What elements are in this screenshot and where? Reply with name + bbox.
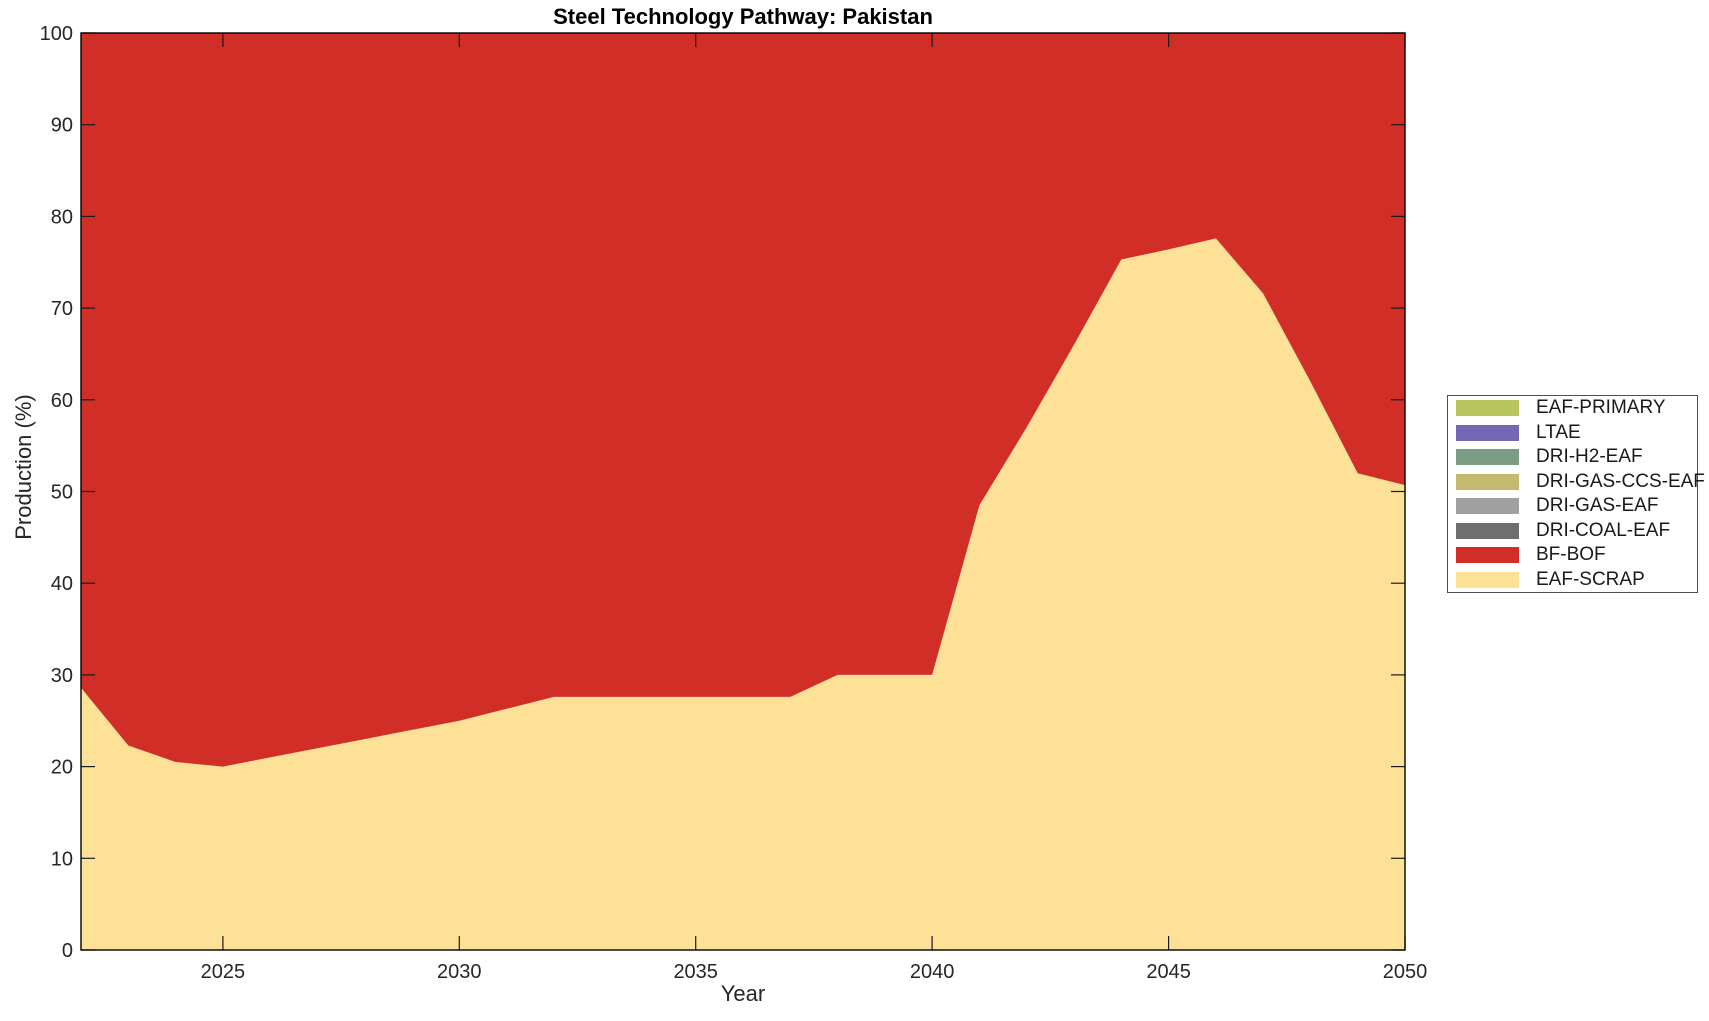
- legend-swatch-dri-gas-eaf: [1456, 498, 1519, 515]
- legend-item-label: EAF-PRIMARY: [1536, 397, 1666, 419]
- legend-item-label: DRI-GAS-EAF: [1536, 495, 1659, 517]
- y-tick-label: 30: [51, 665, 73, 687]
- y-tick-label: 40: [51, 573, 73, 595]
- y-axis-label: Production (%): [11, 394, 36, 540]
- legend-swatch-ltae: [1456, 424, 1519, 441]
- legend-item: DRI-COAL-EAF: [1448, 519, 1697, 543]
- legend-swatch-dri-coal-eaf: [1456, 522, 1519, 539]
- legend-item: DRI-H2-EAF: [1448, 445, 1697, 469]
- area-eaf-scrap: [81, 238, 1405, 950]
- y-tick-label: 50: [51, 482, 73, 504]
- y-tick-label: 70: [51, 298, 73, 320]
- legend-swatch-dri-h2-eaf: [1456, 449, 1519, 466]
- x-axis-label: Year: [720, 981, 766, 1006]
- y-tick-label: 90: [51, 115, 73, 137]
- legend-item: BF-BOF: [1448, 543, 1697, 567]
- legend-swatch-dri-gas-ccs-eaf: [1456, 473, 1519, 490]
- y-tick-label: 100: [40, 23, 73, 45]
- legend-item-label: EAF-SCRAP: [1536, 568, 1645, 590]
- legend-item-label: DRI-GAS-CCS-EAF: [1536, 470, 1705, 492]
- x-tick-label: 2035: [673, 961, 718, 983]
- y-tick-label: 60: [51, 390, 73, 412]
- legend-item: EAF-SCRAP: [1448, 568, 1697, 592]
- y-tick-label: 80: [51, 206, 73, 228]
- legend-item: DRI-GAS-CCS-EAF: [1448, 470, 1705, 494]
- legend-item: LTAE: [1448, 421, 1697, 445]
- y-tick-label: 20: [51, 757, 73, 779]
- legend-item-label: BF-BOF: [1536, 544, 1606, 566]
- x-tick-label: 2030: [437, 961, 482, 983]
- x-tick-label: 2025: [201, 961, 246, 983]
- y-tick-label: 0: [62, 940, 73, 962]
- legend-swatch-eaf-scrap: [1456, 571, 1519, 588]
- legend-item: DRI-GAS-EAF: [1448, 494, 1697, 518]
- legend: EAF-PRIMARY LTAE DRI-H2-EAF DRI-GAS-CCS-EAF…: [1447, 395, 1705, 593]
- legend-item: EAF-PRIMARY: [1448, 396, 1697, 420]
- legend-item-label: DRI-COAL-EAF: [1536, 519, 1671, 541]
- x-tick-label: 2045: [1146, 961, 1191, 983]
- legend-item-label: LTAE: [1536, 421, 1581, 443]
- legend-swatch-eaf-primary: [1456, 400, 1519, 417]
- legend-swatch-bf-bof: [1456, 547, 1519, 564]
- chart-title: Steel Technology Pathway: Pakistan: [553, 4, 933, 29]
- area-bf-bof: [81, 33, 1405, 767]
- x-tick-label: 2040: [910, 961, 955, 983]
- legend-item-label: DRI-H2-EAF: [1536, 446, 1643, 468]
- y-tick-label: 10: [51, 848, 73, 870]
- axes-box: [80, 32, 1406, 951]
- x-tick-label: 2050: [1383, 961, 1428, 983]
